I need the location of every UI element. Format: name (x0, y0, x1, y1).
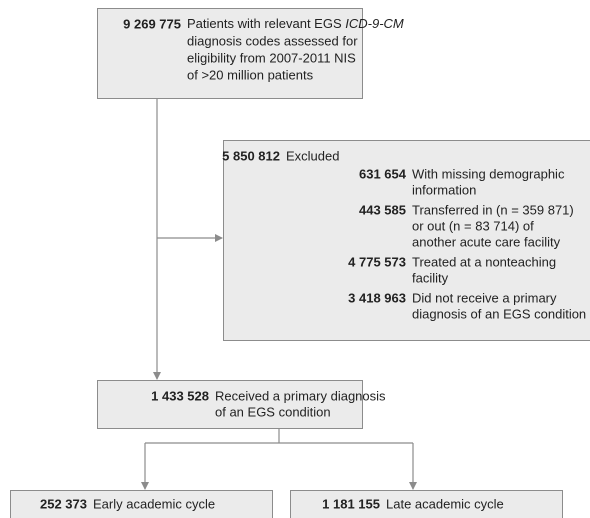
count: 4 775 573 (348, 254, 406, 269)
excluded-box (223, 140, 590, 341)
text-span: Patients with relevant EGS (187, 16, 342, 31)
box-text: Transferred in (n = 359 871) (412, 202, 574, 217)
box-text: Early academic cycle (93, 496, 215, 511)
box-text: Did not receive a primary (412, 290, 557, 305)
box-text: Late academic cycle (386, 496, 504, 511)
box-text: diagnosis of an EGS condition (412, 306, 586, 321)
box-text: or out (n = 83 714) of (412, 218, 534, 233)
early-box (10, 490, 273, 518)
box-text: another acute care facility (412, 234, 561, 249)
box-text: Excluded (286, 148, 339, 163)
count: 1 181 155 (322, 496, 380, 511)
box-text: of an EGS condition (215, 404, 331, 419)
box-text: Received a primary diagnosis (215, 388, 386, 403)
box-text: Patients with relevant EGS ICD-9-CM (187, 16, 404, 31)
included-box (97, 380, 363, 429)
box-text: information (412, 182, 476, 197)
screened-box (97, 8, 363, 99)
box-text: With missing demographic (412, 166, 565, 181)
box-text: Treated at a nonteaching (412, 254, 556, 269)
count: 3 418 963 (348, 290, 406, 305)
count: 443 585 (359, 202, 406, 217)
count: 252 373 (40, 496, 87, 511)
count: 631 654 (359, 166, 407, 181)
count: 5 850 812 (222, 148, 280, 163)
box-text: diagnosis codes assessed for (187, 33, 358, 48)
count: 1 433 528 (151, 388, 209, 403)
box-text: facility (412, 270, 449, 285)
box-text: of >20 million patients (187, 67, 314, 82)
late-box (290, 490, 563, 518)
text-span: ICD-9-CM (345, 16, 404, 31)
box-text: eligibility from 2007-2011 NIS (187, 50, 356, 65)
count: 9 269 775 (123, 16, 181, 31)
